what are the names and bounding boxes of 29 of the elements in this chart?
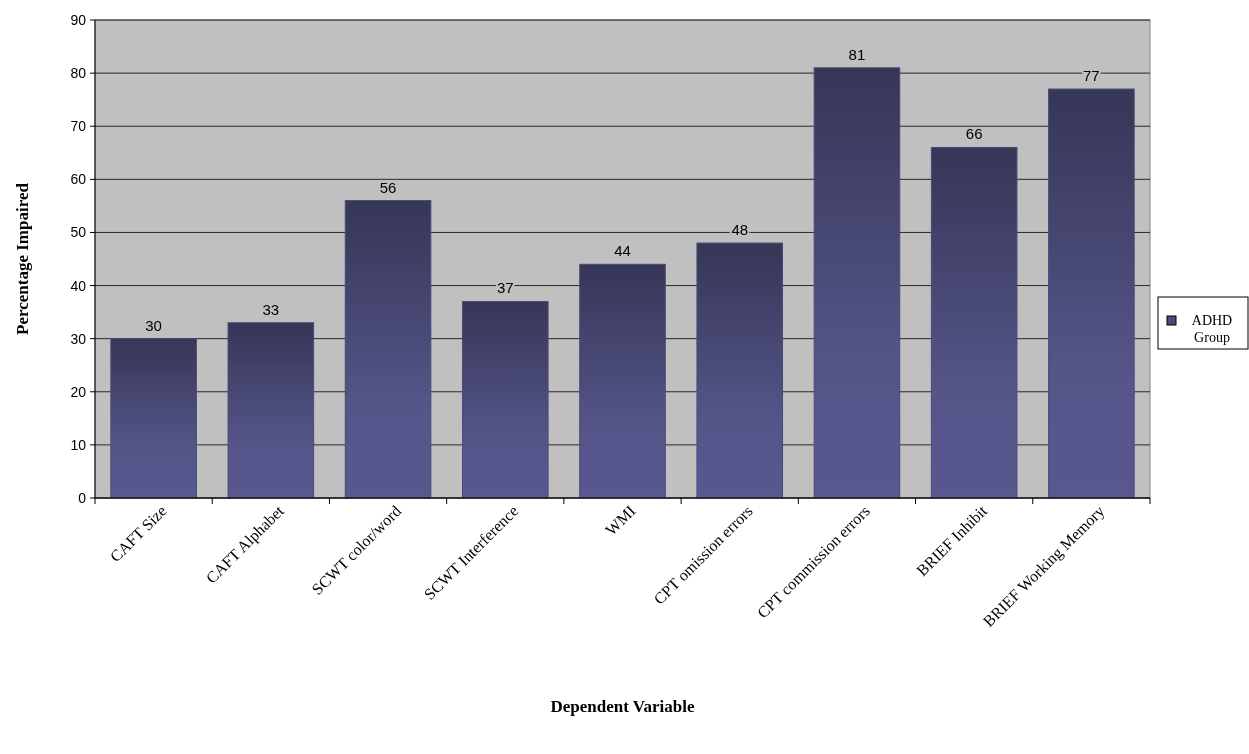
x-axis-title: Dependent Variable	[550, 697, 695, 716]
bar	[696, 242, 784, 499]
data-label: 77	[1083, 67, 1100, 85]
y-axis-title: Percentage Impaired	[13, 182, 32, 335]
y-tick-label: 30	[70, 330, 87, 347]
data-label: 66	[965, 125, 983, 143]
y-tick-label: 50	[70, 224, 87, 241]
bar	[344, 200, 432, 499]
bar	[227, 322, 315, 499]
y-tick-label: 20	[70, 383, 87, 400]
bar	[461, 300, 549, 499]
data-label: 56	[379, 178, 397, 196]
y-tick-label: 80	[70, 65, 87, 82]
bar	[579, 263, 666, 499]
data-label: 33	[262, 300, 280, 318]
y-tick-label: 90	[70, 12, 87, 28]
data-label: 44	[614, 242, 631, 260]
bar	[1048, 88, 1135, 499]
y-tick-label: 60	[70, 171, 87, 188]
y-tick-label: 40	[70, 277, 87, 294]
data-label: 30	[145, 316, 162, 334]
bar	[813, 67, 901, 499]
y-tick-label: 70	[70, 118, 87, 135]
y-tick-label: 10	[70, 436, 87, 453]
bar	[930, 146, 1018, 499]
bar	[110, 338, 197, 499]
y-tick-label: 0	[78, 490, 87, 506]
legend-label: ADHD Group	[1191, 313, 1233, 345]
data-label: 81	[848, 45, 866, 63]
